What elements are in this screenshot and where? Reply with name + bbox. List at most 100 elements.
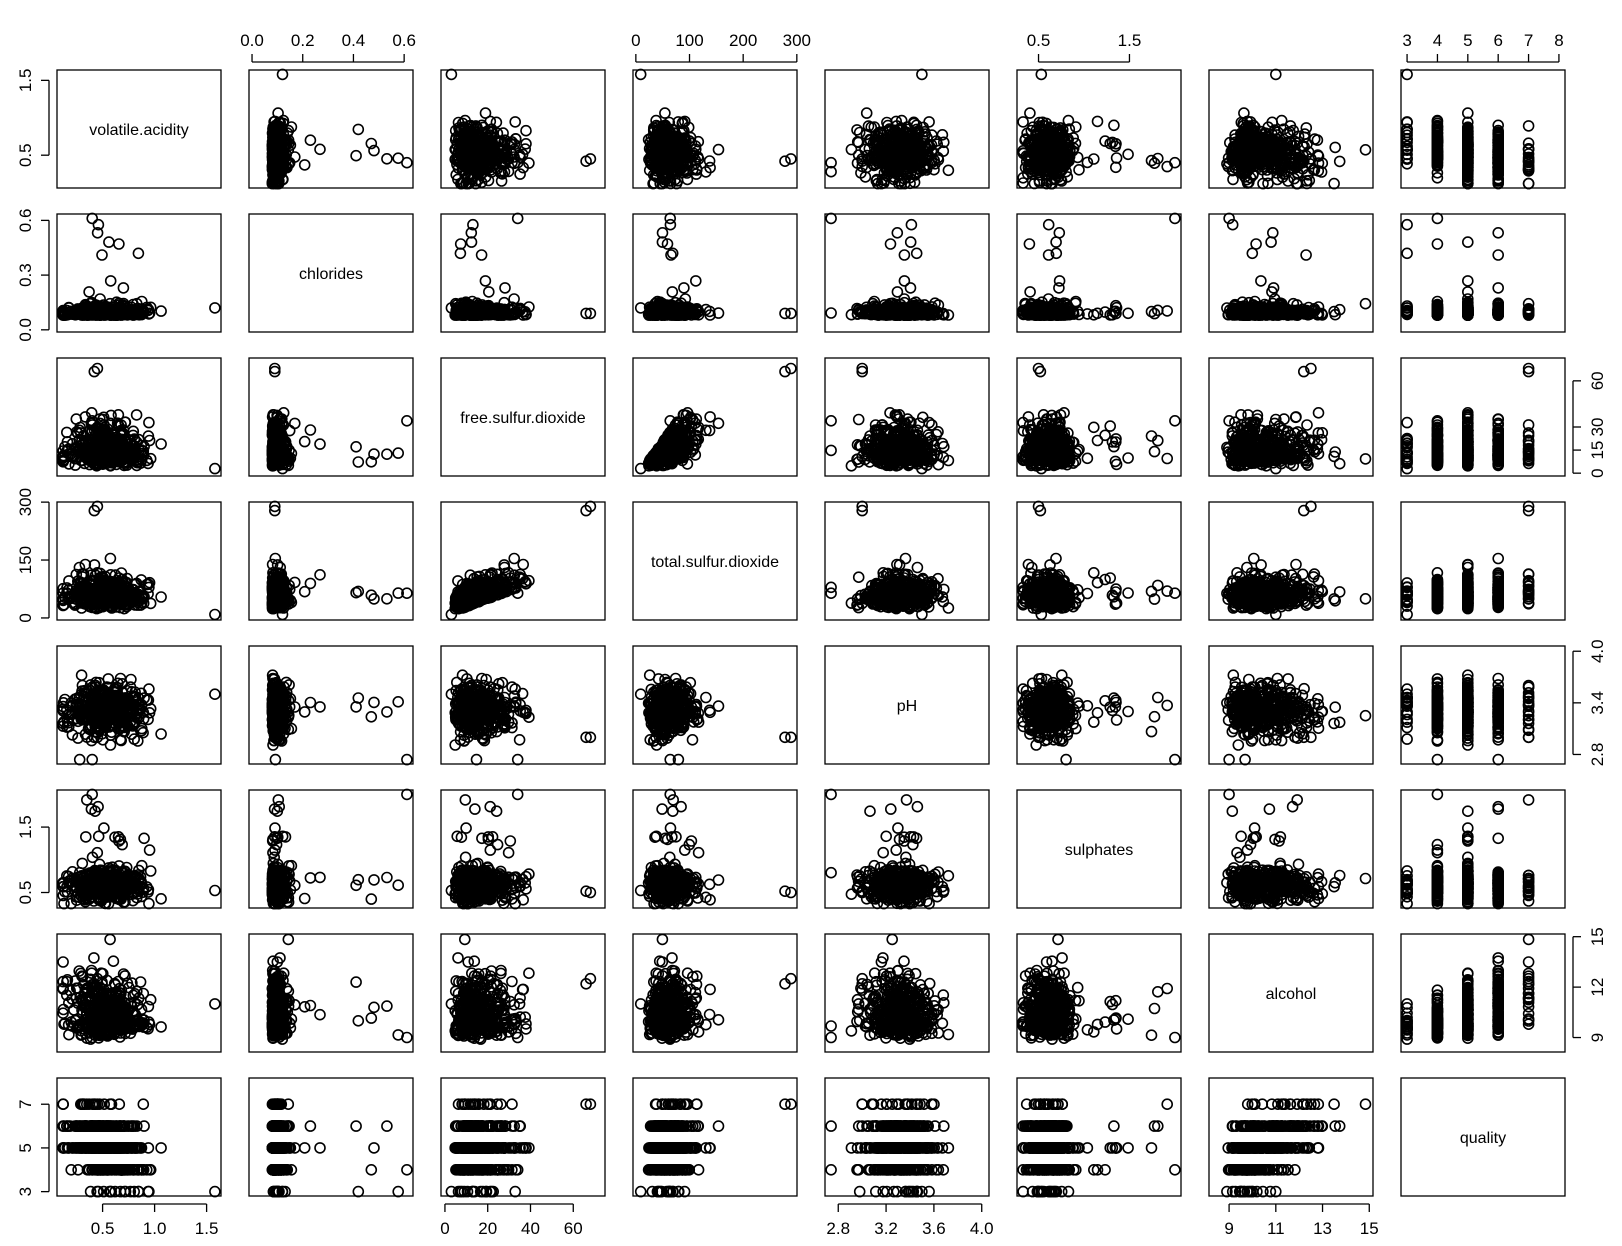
data-point: [1073, 164, 1085, 176]
panel-volatile.acidity-vs-quality: [1400, 68, 1566, 190]
data-point: [283, 158, 295, 170]
data-point: [851, 124, 863, 136]
panel-volatile.acidity-vs-total.sulfur.dioxide: [632, 68, 798, 190]
data-point: [454, 238, 467, 250]
data-point: [475, 249, 488, 261]
data-point: [298, 159, 311, 171]
data-point: [83, 286, 95, 298]
data-point: [352, 123, 365, 136]
panel-volatile.acidity-vs-sulphates: [1016, 68, 1182, 190]
panel-frame: [56, 69, 222, 189]
diagonal-label-volatile.acidity: volatile.acidity: [89, 122, 189, 139]
data-point: [659, 107, 671, 119]
data-point: [923, 116, 935, 128]
data-point: [785, 153, 797, 165]
data-point: [113, 238, 125, 250]
data-point: [905, 218, 918, 231]
data-point: [1024, 107, 1036, 119]
data-point: [268, 159, 281, 171]
data-point: [703, 155, 716, 167]
panel-volatile.acidity-vs-pH: [824, 68, 990, 190]
data-point: [104, 275, 117, 287]
data-point: [269, 115, 281, 128]
data-point: [96, 249, 108, 261]
data-point: [267, 173, 280, 186]
panel-chlorides-vs-chlorides: chlorides: [248, 213, 414, 333]
panels-layer: volatile.aciditychloridesfree.sulfur.dio…: [56, 68, 1566, 1198]
data-point: [86, 212, 98, 225]
data-point: [891, 286, 904, 298]
data-point: [117, 282, 130, 294]
data-point: [1145, 154, 1158, 167]
data-point: [1522, 177, 1535, 190]
data-point: [1035, 68, 1048, 81]
data-point: [103, 236, 115, 248]
panel-volatile.acidity-vs-volatile.acidity: volatile.acidity: [56, 69, 222, 189]
data-point: [712, 143, 725, 156]
panel-frame: [440, 69, 606, 189]
data-point: [825, 307, 837, 319]
data-point: [381, 153, 393, 165]
data-point: [270, 123, 283, 135]
data-point: [509, 116, 522, 128]
data-point: [1070, 121, 1082, 133]
data-point: [479, 275, 492, 287]
data-point: [1401, 68, 1413, 81]
panel-chlorides-vs-total.sulfur.dioxide: [632, 212, 798, 333]
data-point: [276, 68, 289, 81]
data-point: [689, 275, 702, 287]
data-point: [664, 212, 677, 225]
diagonal-label-chlorides: chlorides: [299, 266, 363, 283]
data-point: [1333, 155, 1346, 168]
data-point: [779, 155, 791, 167]
data-point: [656, 227, 669, 239]
data-point: [511, 212, 524, 225]
data-point: [1270, 68, 1282, 81]
data-point: [268, 155, 281, 167]
data-point: [910, 247, 923, 260]
data-point: [520, 124, 532, 137]
data-point: [853, 126, 866, 139]
data-point: [1329, 141, 1341, 154]
panel-chlorides-vs-pH: [824, 212, 990, 333]
data-point: [1017, 116, 1029, 128]
data-point: [282, 134, 295, 146]
data-point: [1091, 115, 1104, 128]
data-point: [401, 156, 413, 169]
data-point: [1328, 177, 1340, 190]
data-point: [304, 134, 317, 146]
data-point: [904, 236, 917, 248]
data-point: [368, 144, 380, 157]
data-point: [1110, 161, 1122, 174]
data-point: [482, 286, 495, 298]
data-point: [465, 236, 478, 248]
data-point: [860, 107, 873, 119]
data-point: [1122, 148, 1134, 161]
data-point: [392, 152, 405, 164]
data-point: [445, 68, 458, 81]
data-point: [1300, 122, 1313, 134]
data-point: [666, 286, 679, 298]
data-point: [1359, 144, 1372, 156]
data-point: [314, 143, 326, 156]
data-point: [454, 247, 467, 260]
data-point: [779, 307, 791, 320]
data-point: [132, 247, 145, 260]
data-point: [942, 164, 955, 177]
data-point: [1108, 119, 1120, 132]
data-point: [1522, 120, 1535, 132]
panel-chlorides-vs-free.sulfur.dioxide: [440, 212, 606, 333]
data-point: [365, 137, 378, 150]
panel-frame: [248, 69, 414, 189]
data-point: [499, 282, 511, 294]
data-point: [916, 68, 928, 81]
data-point: [209, 302, 221, 314]
data-point: [155, 305, 167, 317]
panel-volatile.acidity-vs-free.sulfur.dioxide: [440, 68, 606, 190]
panel-chlorides-vs-volatile.acidity: [56, 212, 222, 333]
data-point: [891, 227, 904, 239]
data-point: [350, 149, 362, 162]
data-point: [281, 127, 294, 139]
panel-volatile.acidity-vs-alcohol: [1208, 68, 1374, 190]
